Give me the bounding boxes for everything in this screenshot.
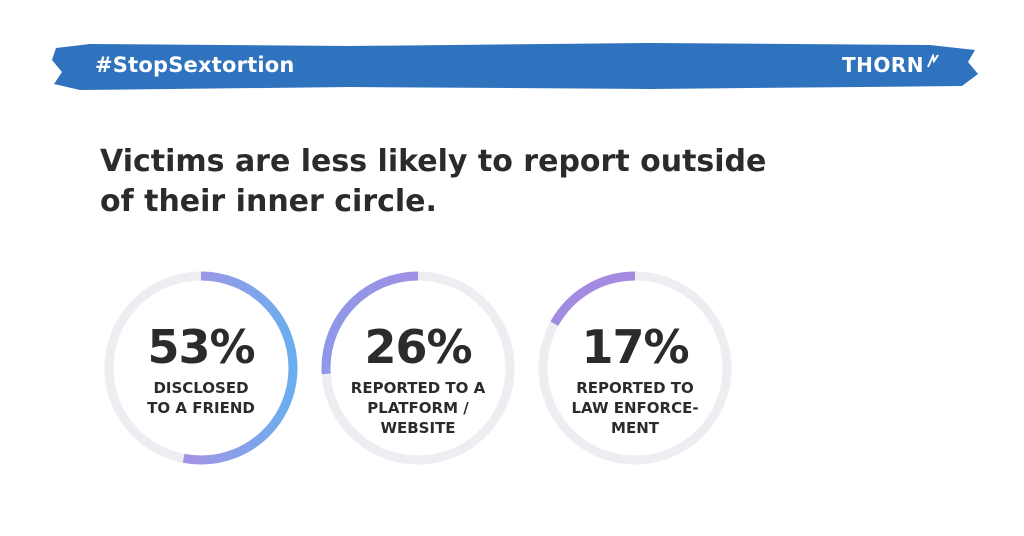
stat-label: REPORTED TO A PLATFORM / WEBSITE xyxy=(350,379,486,437)
stat-label: DISCLOSED TO A FRIEND xyxy=(147,379,255,417)
stat-label: REPORTED TO LAW ENFORCE- MENT xyxy=(571,379,699,437)
stat-circle-friend: 53% DISCLOSED TO A FRIEND xyxy=(101,268,301,468)
stat-circle-law-enforcement: 17% REPORTED TO LAW ENFORCE- MENT xyxy=(535,268,735,468)
arrow-icon xyxy=(927,49,939,73)
progress-arc xyxy=(104,271,298,465)
brand-name: THORN xyxy=(842,53,925,77)
stat-percent: 17% xyxy=(581,320,689,374)
hashtag-label: #StopSextortion xyxy=(95,53,295,77)
headline: Victims are less likely to report outsid… xyxy=(100,144,767,219)
progress-arc xyxy=(321,271,515,465)
stat-percent: 53% xyxy=(147,320,255,374)
stat-percent: 26% xyxy=(364,320,472,374)
brush-stroke-shape xyxy=(52,43,978,90)
brush-banner xyxy=(50,40,980,92)
brand-logo: THORN xyxy=(842,52,939,77)
stat-circle-platform: 26% REPORTED TO A PLATFORM / WEBSITE xyxy=(318,268,518,468)
progress-arc xyxy=(538,271,732,465)
